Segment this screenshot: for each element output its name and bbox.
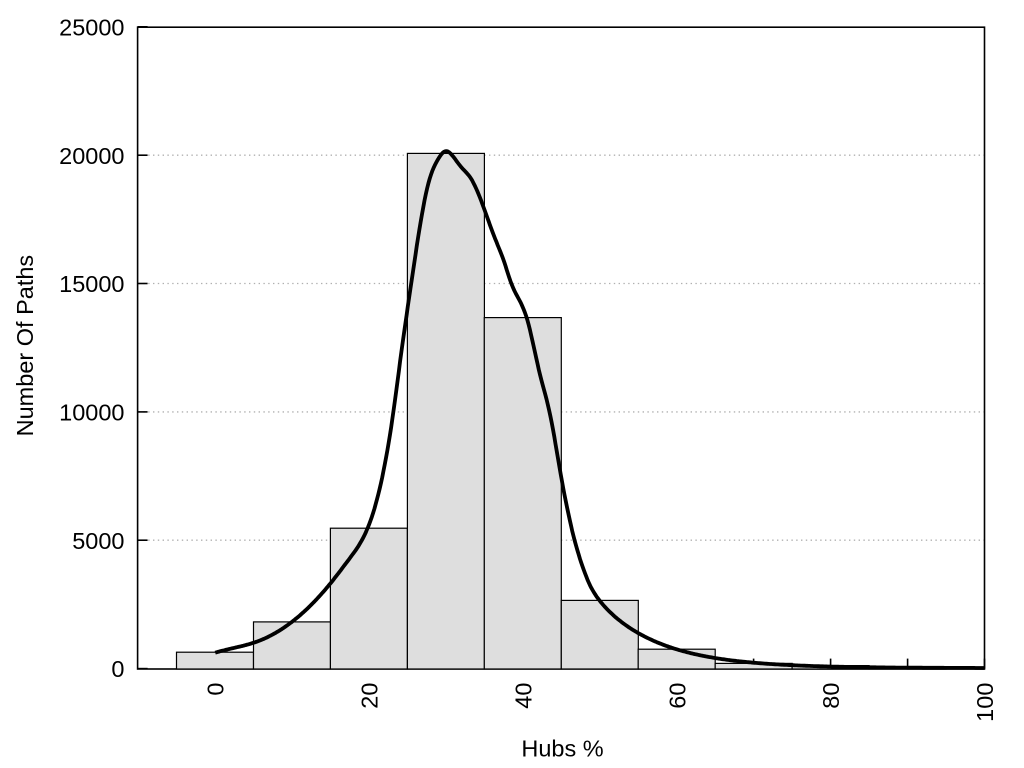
svg-text:0: 0 — [203, 683, 229, 696]
svg-text:5000: 5000 — [72, 528, 124, 554]
svg-text:0: 0 — [111, 656, 124, 682]
svg-text:60: 60 — [664, 683, 690, 709]
svg-text:20: 20 — [357, 683, 383, 709]
svg-text:100: 100 — [972, 683, 998, 722]
svg-text:20000: 20000 — [59, 143, 124, 169]
svg-text:80: 80 — [818, 683, 844, 709]
svg-text:25000: 25000 — [59, 14, 124, 40]
svg-text:15000: 15000 — [59, 271, 124, 297]
svg-text:10000: 10000 — [59, 400, 124, 426]
svg-text:40: 40 — [510, 683, 536, 709]
svg-text:Hubs %: Hubs % — [521, 736, 603, 762]
svg-text:Number Of Paths: Number Of Paths — [12, 255, 38, 437]
